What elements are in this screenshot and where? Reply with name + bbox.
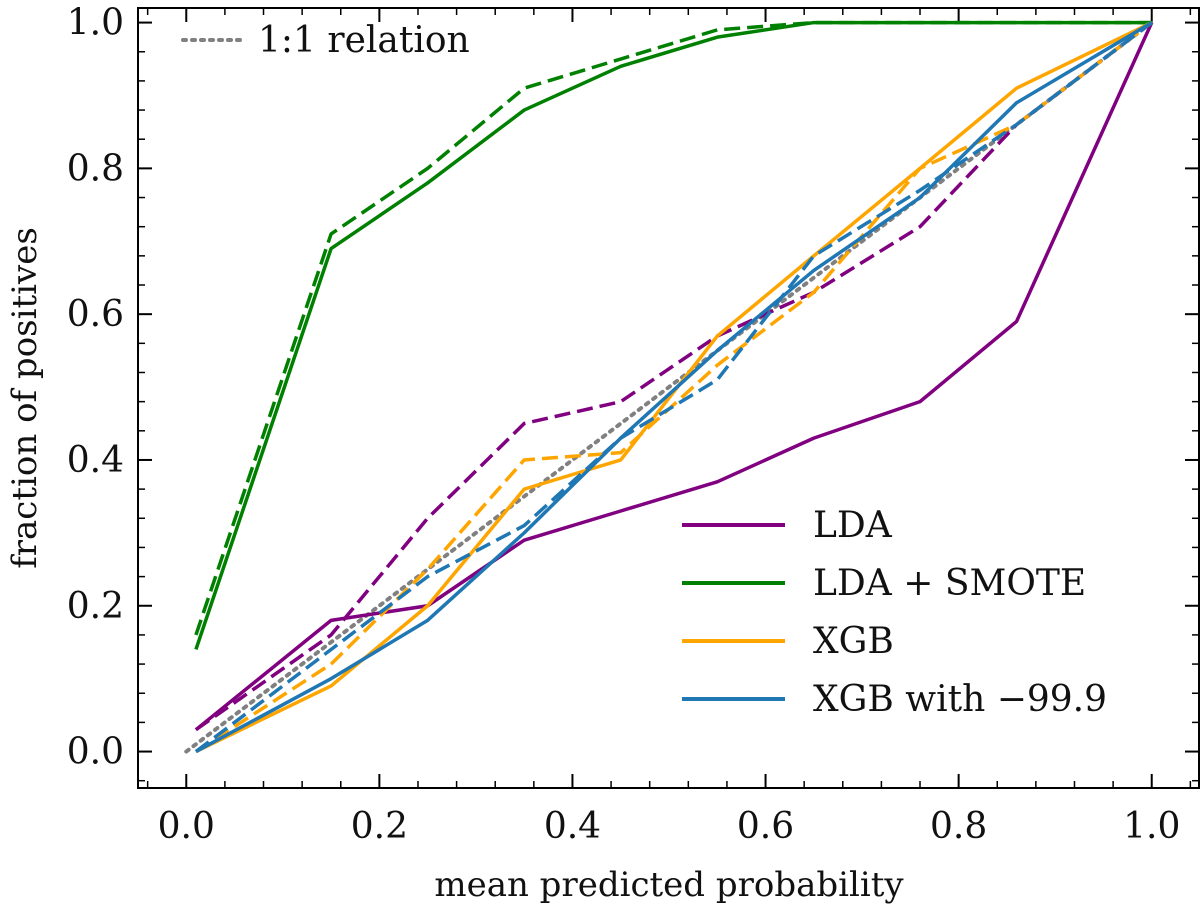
x-tick-label: 0.2 — [351, 806, 408, 847]
y-tick-label: 0.6 — [67, 294, 124, 335]
legend-label: 1:1 relation — [258, 20, 470, 61]
y-tick-label: 0.0 — [67, 732, 124, 773]
legend-label: LDA — [813, 505, 893, 546]
legend-label: LDA + SMOTE — [813, 563, 1086, 604]
x-tick-label: 0.0 — [158, 806, 215, 847]
series-line-xgb-solid — [195, 21, 1153, 754]
series-line-lda-smote-dashed — [194, 20, 1152, 636]
series-line-lda-solid — [194, 21, 1154, 732]
series-layer — [184, 20, 1154, 754]
legend-label: XGB — [813, 621, 894, 662]
x-tick-label: 0.8 — [930, 806, 987, 847]
y-tick-label: 1.0 — [67, 3, 124, 44]
x-tick-labels: 0.0 0.2 0.4 0.6 0.8 1.0 — [158, 806, 1181, 847]
plot-frame — [137, 7, 1200, 789]
x-tick-label: 0.4 — [544, 806, 601, 847]
reference-line-1to1 — [184, 20, 1154, 754]
series-line-xgb-with-99-9-solid — [195, 21, 1153, 754]
legend-models: LDA LDA + SMOTE XGB XGB with −99.9 — [682, 505, 1107, 720]
x-tick-label: 0.6 — [737, 806, 794, 847]
y-tick-label: 0.8 — [67, 148, 124, 189]
legend-reference: 1:1 relation — [181, 20, 470, 61]
x-axis-label: mean predicted probability — [434, 865, 904, 905]
y-axis-label: fraction of positives — [5, 227, 45, 569]
axis-ticks — [138, 8, 1199, 788]
y-tick-labels: 0.0 0.2 0.4 0.6 0.8 1.0 — [67, 3, 124, 773]
series-line-lda-dashed — [194, 21, 1153, 732]
y-tick-label: 0.4 — [67, 440, 124, 481]
series-line-xgb-with-99-9-dashed — [194, 21, 1153, 753]
y-tick-label: 0.2 — [67, 586, 124, 627]
series-line-lda-smote-solid — [194, 20, 1152, 651]
x-tick-label: 1.0 — [1123, 806, 1180, 847]
legend-label: XGB with −99.9 — [813, 679, 1107, 720]
